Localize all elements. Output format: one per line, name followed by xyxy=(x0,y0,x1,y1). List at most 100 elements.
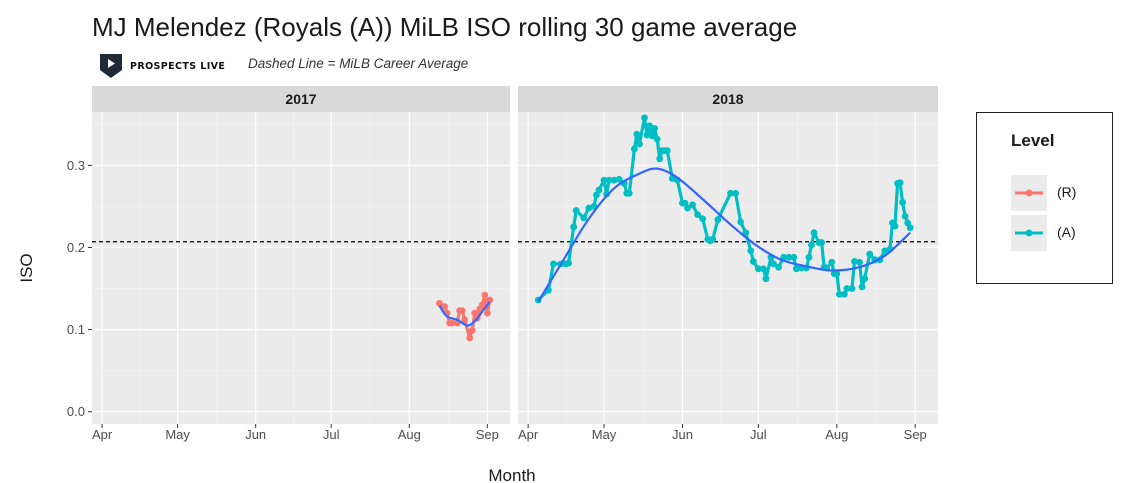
facet-strip xyxy=(92,86,510,112)
data-point xyxy=(770,260,777,268)
data-point xyxy=(906,224,914,232)
data-point xyxy=(732,189,739,197)
data-point xyxy=(570,223,578,231)
x-axis-title: Month xyxy=(488,466,535,483)
data-point xyxy=(448,319,456,327)
x-tick-label: Jun xyxy=(245,427,266,442)
data-point xyxy=(851,258,858,265)
data-point xyxy=(754,265,762,273)
data-point xyxy=(478,301,486,309)
x-tick-label: Aug xyxy=(398,427,421,442)
data-point xyxy=(848,285,856,292)
data-point xyxy=(861,275,869,283)
data-point xyxy=(461,316,469,324)
x-tick-label: Sep xyxy=(476,427,499,442)
data-point xyxy=(818,239,826,246)
x-tick-label: Jul xyxy=(323,427,340,442)
data-point xyxy=(808,241,815,249)
data-point xyxy=(805,253,813,261)
x-tick-label: Apr xyxy=(518,427,539,442)
data-point xyxy=(565,259,573,267)
data-point xyxy=(550,260,557,268)
chart-title: MJ Melendez (Royals (A)) MiLB ISO rollin… xyxy=(92,12,798,42)
data-point xyxy=(747,247,755,255)
y-axis-title: ISO xyxy=(17,253,36,282)
data-point xyxy=(896,179,904,187)
y-tick-label: 0.3 xyxy=(67,158,85,173)
smooth-trend-line-R xyxy=(438,300,491,327)
panel-background xyxy=(92,112,510,424)
data-point xyxy=(709,235,717,243)
chart-subtitle: Dashed Line = MiLB Career Average xyxy=(248,56,469,71)
data-point xyxy=(689,201,696,209)
x-tick-label: May xyxy=(165,427,190,442)
data-point xyxy=(468,327,476,334)
data-point xyxy=(828,258,836,266)
facet-panel-2017: 2017 Apr May Jun Jul Aug Sep xyxy=(92,86,510,442)
data-point xyxy=(856,258,863,266)
legend-key-r xyxy=(1011,175,1047,211)
data-point xyxy=(458,307,466,315)
data-point xyxy=(760,265,767,273)
smooth-trend-line-A xyxy=(537,167,911,303)
brand-logo: PROSPECTS LIVE xyxy=(100,54,225,78)
brand-name: PROSPECTS LIVE xyxy=(130,60,226,72)
data-point xyxy=(633,130,641,138)
legend-label-r: (R) xyxy=(1057,184,1077,200)
data-point xyxy=(833,270,841,278)
play-icon xyxy=(100,54,122,78)
data-point xyxy=(663,147,671,154)
x-tick-label: Aug xyxy=(825,427,848,442)
data-point xyxy=(785,253,793,261)
data-point xyxy=(651,125,659,132)
data-point xyxy=(835,290,843,298)
x-tick-label: Sep xyxy=(904,427,927,442)
data-point xyxy=(840,290,848,298)
data-point xyxy=(603,190,610,198)
data-point xyxy=(699,215,707,223)
panel-background xyxy=(518,112,938,424)
data-point xyxy=(901,212,909,220)
data-point xyxy=(481,291,489,299)
legend-title: Level xyxy=(1011,131,1055,150)
data-point xyxy=(625,189,633,197)
facet-strip-label: 2018 xyxy=(712,91,743,107)
data-point xyxy=(727,189,734,197)
data-point xyxy=(810,229,818,237)
data-point xyxy=(792,265,800,273)
legend-item-a: (A) xyxy=(1011,215,1111,251)
y-tick-label: 0.2 xyxy=(67,240,85,255)
legend: Level (R) (A) xyxy=(976,112,1113,284)
y-tick-label: 0.1 xyxy=(67,322,85,337)
x-tick-label: Jun xyxy=(672,427,693,442)
data-point xyxy=(441,303,448,310)
x-tick-label: May xyxy=(592,427,617,442)
legend-item-r: (R) xyxy=(1011,175,1111,211)
data-point xyxy=(694,211,702,219)
data-point xyxy=(600,176,608,184)
facet-strip xyxy=(518,86,938,112)
legend-label-a: (A) xyxy=(1057,224,1076,240)
data-point xyxy=(580,214,588,222)
data-point xyxy=(737,218,745,226)
data-point xyxy=(605,176,613,184)
data-point xyxy=(899,198,906,206)
y-tick-label: 0.0 xyxy=(67,404,85,419)
data-point xyxy=(891,222,899,230)
data-point xyxy=(866,250,874,258)
data-point xyxy=(641,114,648,122)
x-tick-label: Jul xyxy=(750,427,767,442)
data-point xyxy=(762,275,770,283)
data-point xyxy=(636,140,643,148)
data-point xyxy=(436,299,443,307)
data-point xyxy=(790,253,798,261)
data-point xyxy=(656,155,664,163)
data-point xyxy=(595,186,603,194)
data-point xyxy=(714,216,722,223)
data-point xyxy=(749,258,757,265)
data-point xyxy=(646,122,653,130)
data-point xyxy=(858,283,866,291)
data-point xyxy=(775,263,783,271)
data-point xyxy=(742,229,750,237)
